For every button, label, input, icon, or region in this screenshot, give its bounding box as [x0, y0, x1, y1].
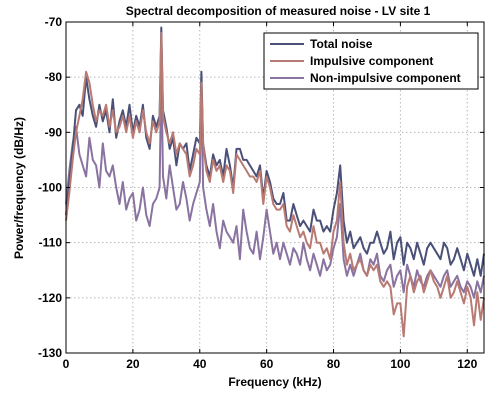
y-tick-label: -130 [38, 346, 62, 360]
legend-label: Non-impulsive component [310, 71, 461, 85]
x-tick-label: 80 [327, 357, 341, 371]
y-tick-label: -80 [45, 70, 63, 84]
chart-title: Spectral decomposition of measured noise… [126, 4, 431, 18]
x-axis-label: Frequency (kHz) [228, 375, 321, 389]
y-axis-label: Power/frequency (dB/Hz) [12, 117, 26, 259]
y-tick-label: -90 [45, 125, 63, 139]
series-lines [65, 26, 485, 338]
x-tick-label: 0 [63, 357, 70, 371]
y-tick-label: -120 [38, 291, 62, 305]
legend: Total noise Impulsive component Non-impuls… [263, 32, 479, 90]
x-tick-label: 40 [193, 357, 207, 371]
y-tick-label: -70 [45, 15, 63, 29]
series-line-total-noise [65, 26, 485, 277]
y-tick-label: -100 [38, 181, 62, 195]
legend-label: Impulsive component [310, 54, 433, 68]
legend-label: Total noise [310, 37, 373, 51]
y-tick-label: -110 [39, 236, 63, 250]
series-line-impulsive-component [65, 32, 485, 338]
x-tick-label: 100 [390, 357, 410, 371]
x-tick-label: 60 [260, 357, 274, 371]
axis-ticks: 0 20 40 60 80 100 120 -130 -120 -110 -100 -90 -80 -70 [38, 15, 484, 371]
x-tick-label: 20 [126, 357, 140, 371]
x-tick-label: 120 [457, 357, 477, 371]
